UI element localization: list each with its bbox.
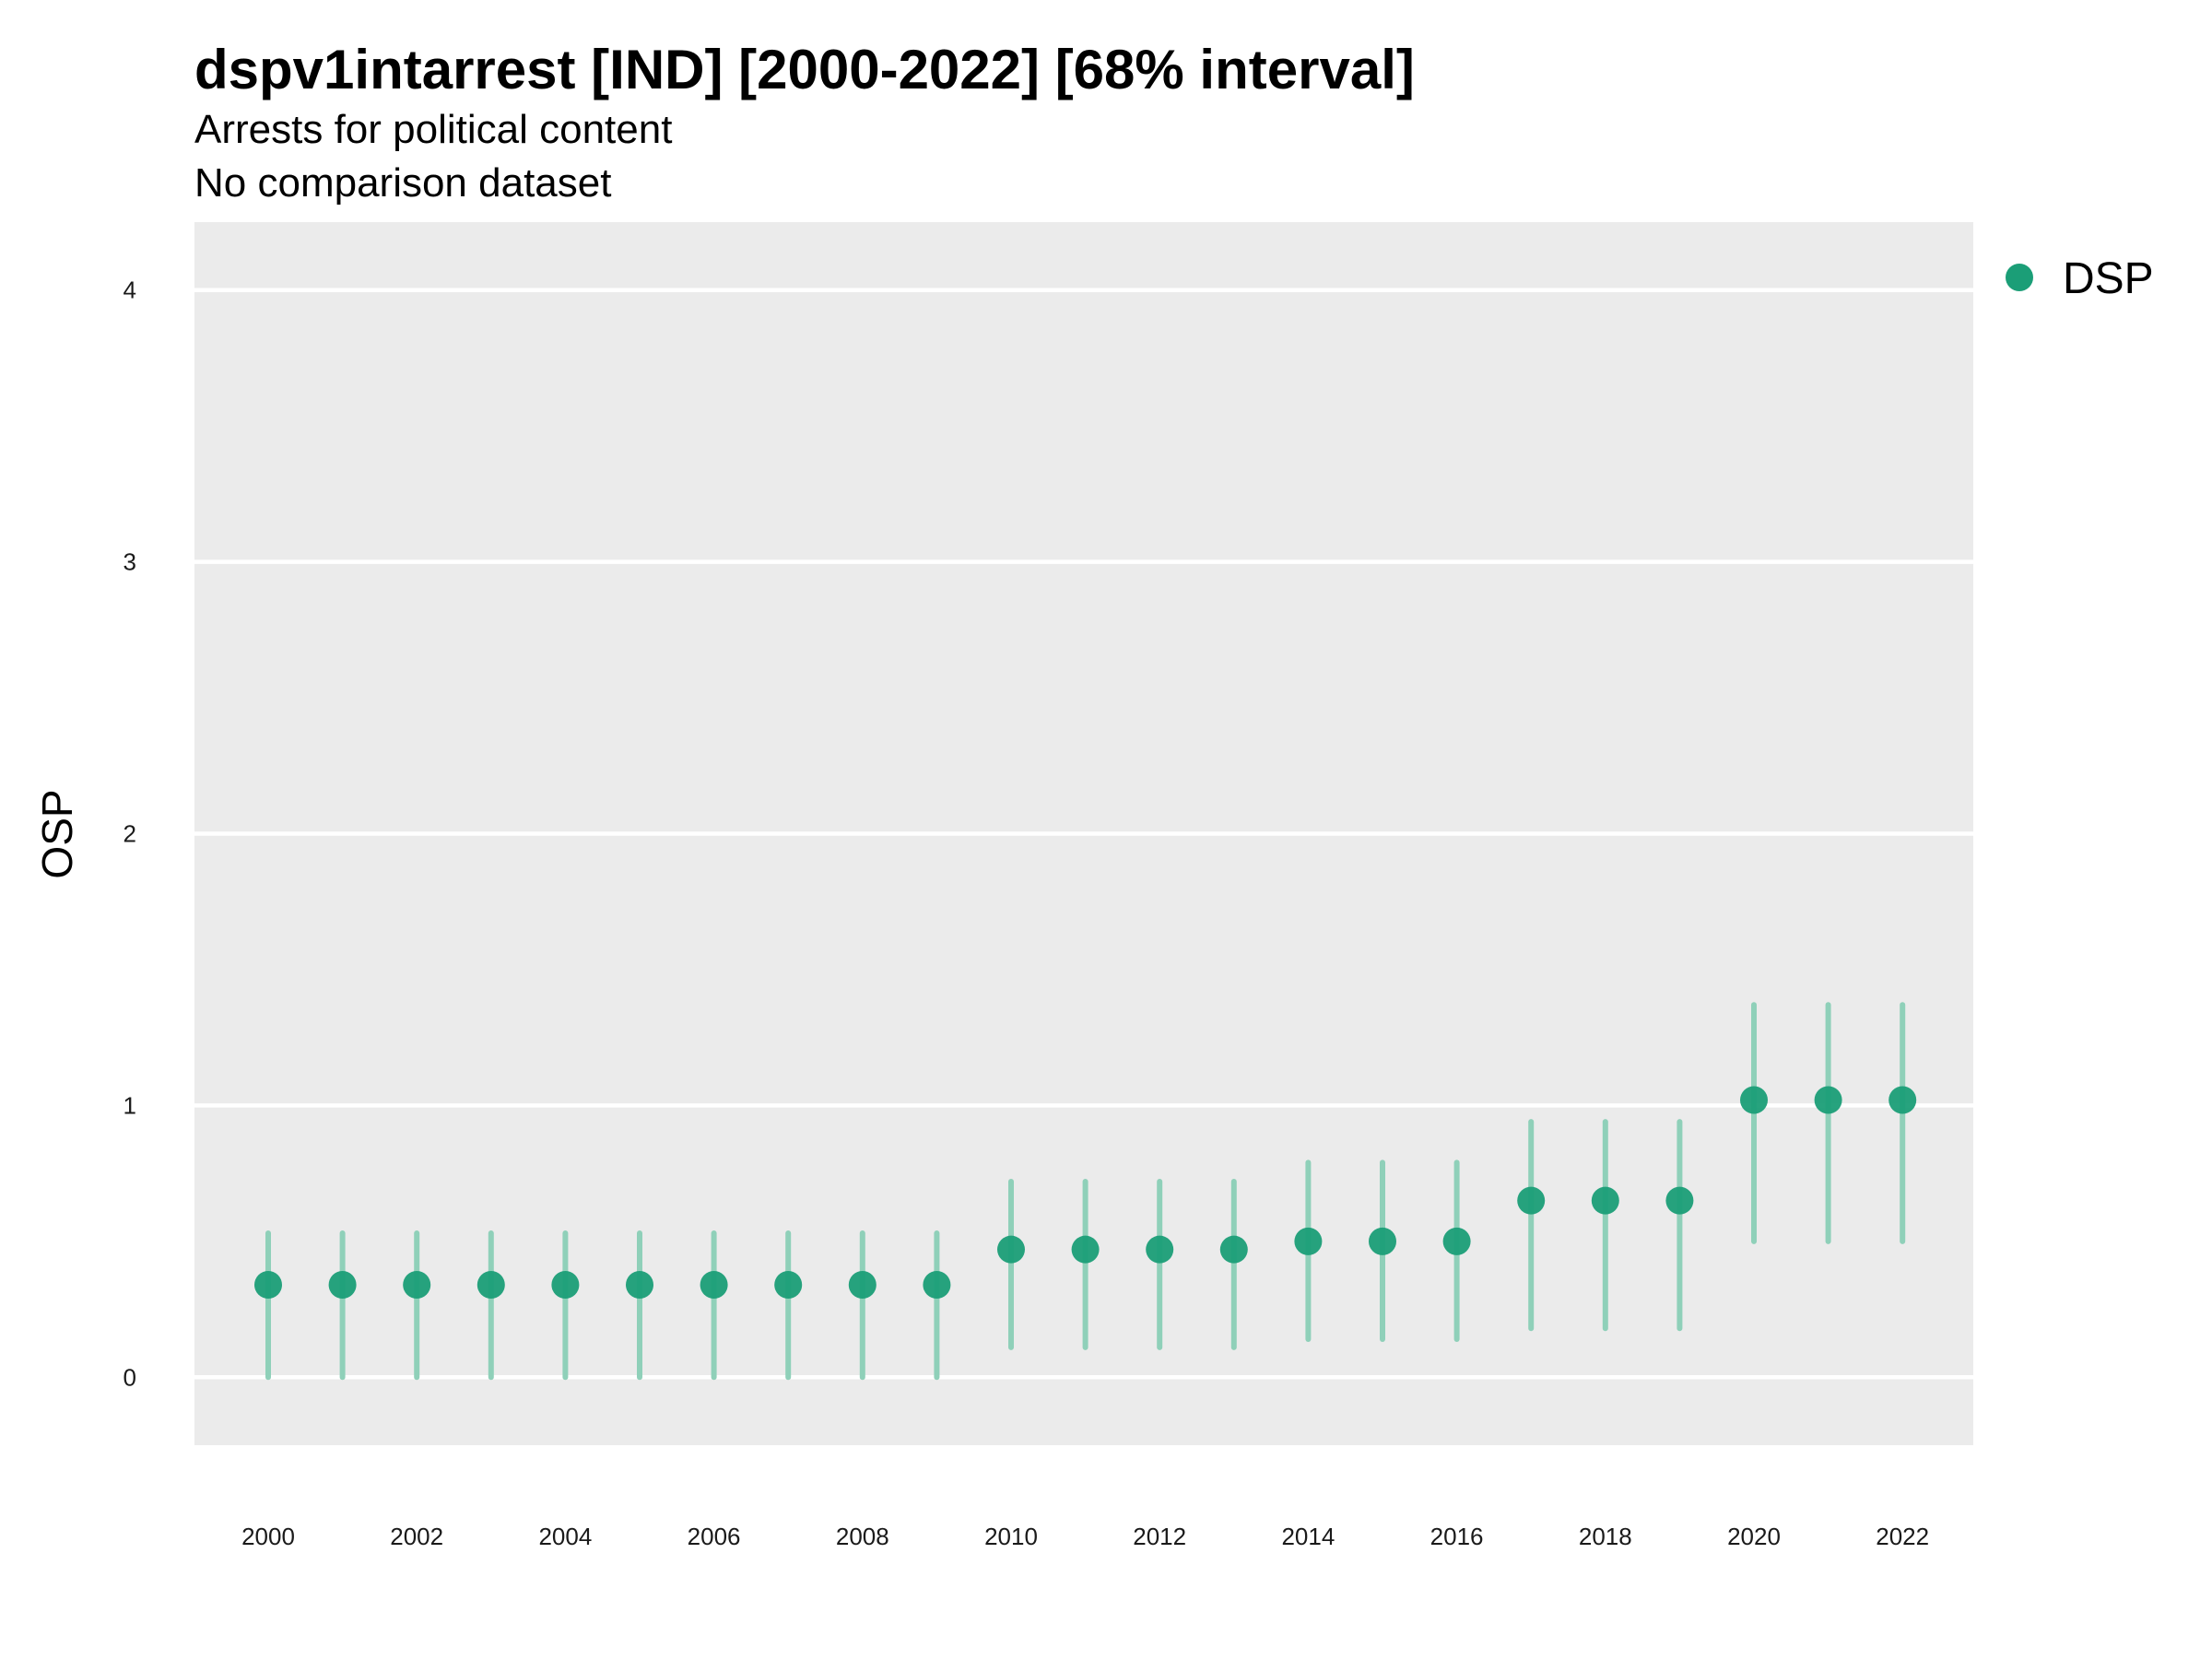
data-point [1294, 1227, 1323, 1255]
data-point [923, 1271, 951, 1300]
x-tick-label: 2022 [1876, 1523, 1929, 1550]
x-tick-label: 2006 [688, 1523, 741, 1550]
data-point [1219, 1235, 1248, 1264]
data-point [403, 1271, 431, 1300]
data-point [1146, 1235, 1174, 1264]
data-point [1740, 1086, 1768, 1114]
data-point [1369, 1227, 1396, 1255]
y-tick-labels: 0 1 2 3 4 [124, 276, 136, 1392]
y-tick-label: 0 [124, 1363, 136, 1391]
x-tick-labels: 2000 2002 2004 2006 2008 2010 2012 2014 2016 2018… [241, 1523, 1929, 1550]
x-tick-label: 2018 [1579, 1523, 1632, 1550]
data-point [848, 1271, 877, 1300]
x-tick-label: 2004 [538, 1523, 592, 1550]
data-point [700, 1271, 728, 1300]
legend-label-dsp: DSP [2063, 254, 2154, 303]
data-point [254, 1271, 282, 1300]
x-tick-label: 2010 [984, 1523, 1038, 1550]
legend-swatch-dsp [2006, 264, 2033, 291]
x-tick-label: 2008 [836, 1523, 889, 1550]
x-tick-label: 2002 [390, 1523, 443, 1550]
data-point [626, 1271, 653, 1300]
data-point [1517, 1186, 1546, 1215]
data-point [1071, 1235, 1100, 1264]
data-point [1442, 1227, 1471, 1255]
data-point [1888, 1086, 1917, 1114]
x-tick-label: 2020 [1727, 1523, 1781, 1550]
x-tick-label: 2016 [1430, 1523, 1484, 1550]
y-tick-label: 3 [124, 548, 136, 576]
y-tick-label: 4 [124, 276, 136, 304]
y-axis-label: OSP [33, 789, 81, 878]
y-tick-label: 2 [124, 820, 136, 848]
chart-caption: No comparison dataset [194, 160, 611, 206]
data-point [1591, 1186, 1619, 1215]
data-point [1814, 1086, 1842, 1114]
chart-subtitle: Arrests for political content [194, 107, 672, 152]
data-point [328, 1271, 357, 1300]
data-point [551, 1271, 580, 1300]
data-point [1665, 1186, 1694, 1215]
data-point [997, 1235, 1025, 1264]
chart-title: dspv1intarrest [IND] [2000-2022] [68% in… [194, 39, 1415, 100]
x-tick-label: 2014 [1281, 1523, 1335, 1550]
x-tick-label: 2012 [1133, 1523, 1186, 1550]
legend: DSP [2006, 254, 2154, 303]
data-points [254, 1086, 1917, 1300]
y-tick-label: 1 [124, 1091, 136, 1119]
data-point [774, 1271, 803, 1300]
x-tick-label: 2000 [241, 1523, 295, 1550]
data-point [477, 1271, 505, 1300]
